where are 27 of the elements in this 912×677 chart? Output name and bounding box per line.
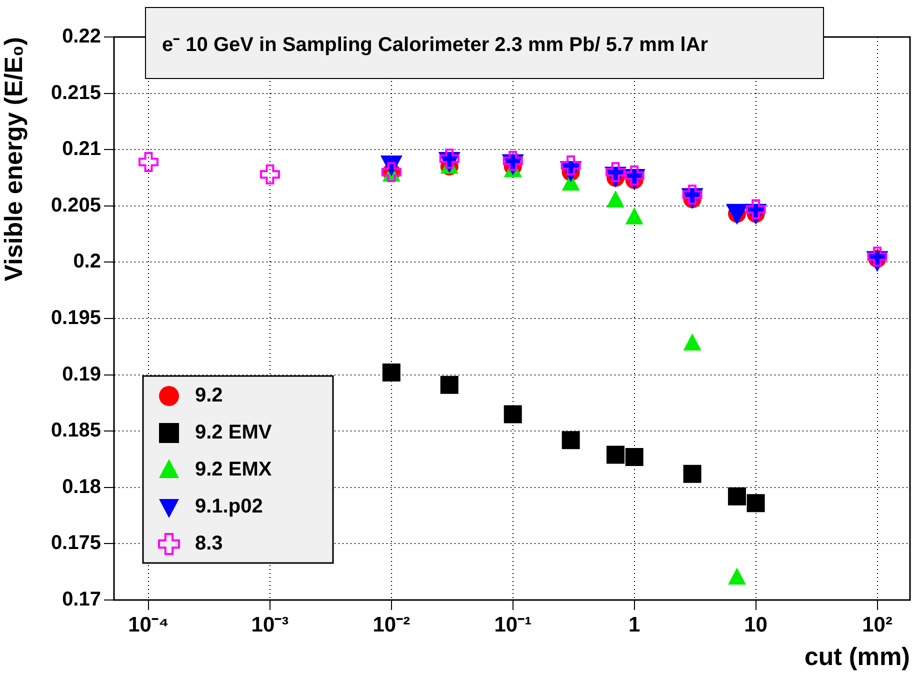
x-tick-label: 1	[628, 613, 640, 636]
y-tick-label: 0.19	[62, 363, 101, 386]
x-tick-label: 10⁻⁴	[128, 613, 169, 636]
legend-label: 9.2 EMV	[195, 422, 272, 444]
legend-label: 9.2	[195, 384, 223, 407]
y-tick-label: 0.215	[50, 82, 101, 104]
x-tick-label: 10²	[862, 613, 892, 636]
y-tick-label: 0.195	[50, 307, 101, 330]
y-tick-label: 0.22	[62, 26, 101, 48]
legend-label: 9.1.p02	[195, 496, 263, 518]
y-tick-label: 0.205	[50, 194, 101, 216]
x-axis-title: cut (mm)	[804, 642, 910, 671]
y-axis-title: Visible energy (E/E₀)	[0, 37, 28, 282]
y-tick-label: 0.18	[62, 476, 101, 498]
x-tick-label: 10	[744, 613, 768, 636]
legend-label: 9.2 EMX	[195, 458, 272, 481]
y-tick-label: 0.21	[62, 138, 101, 160]
chart-title: e⁻ 10 GeV in Sampling Calorimeter 2.3 mm Pb/ 5.7 mm lAr	[162, 32, 708, 56]
y-tick-label: 0.2	[73, 250, 101, 273]
y-tick-label: 0.17	[62, 588, 101, 611]
x-tick-label: 10⁻²	[372, 613, 410, 636]
x-tick-label: 10⁻¹	[494, 613, 532, 636]
title-box: e⁻ 10 GeV in Sampling Calorimeter 2.3 mm Pb/ 5.7 mm lAr	[145, 7, 824, 79]
x-tick-label: 10⁻³	[251, 613, 289, 636]
y-tick-label: 0.175	[50, 532, 101, 554]
legend-label: 8.3	[195, 532, 223, 555]
y-tick-label: 0.185	[50, 420, 101, 442]
